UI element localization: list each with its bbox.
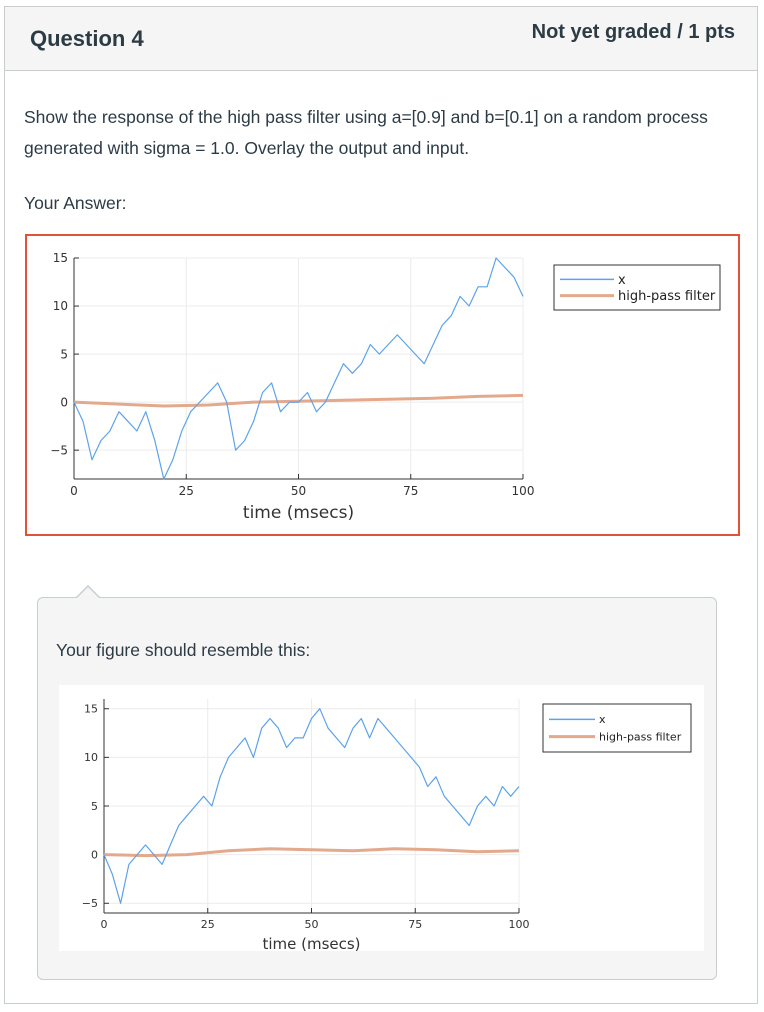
x-tick-label: 100 (509, 918, 530, 931)
question-header: Question 4 Not yet graded / 1 pts (5, 7, 757, 71)
question-title: Question 4 (30, 26, 144, 51)
series-line-x (103, 708, 520, 904)
y-tick-label: 10 (84, 751, 98, 764)
x-tick-label: 25 (201, 918, 215, 931)
y-tick-label: −5 (50, 443, 68, 457)
answer-box: 0 25 50 75 100 15 10 5 0 −5 time (msecs) x high-pass… (25, 234, 740, 536)
x-tick-label: 100 (512, 484, 535, 498)
y-tick-label: 10 (53, 299, 68, 313)
y-tick-label: 15 (53, 251, 68, 265)
y-tick-label: 0 (91, 848, 98, 861)
series-line-high-pass-filter (103, 847, 520, 858)
answer-label: Your Answer: (24, 193, 127, 213)
legend-label: x (618, 273, 626, 288)
x-tick-label: 0 (101, 918, 108, 931)
comment-text: Your figure should resemble this: (56, 640, 311, 660)
y-tick-label: 0 (60, 395, 68, 409)
x-tick-label: 25 (179, 484, 194, 498)
y-tick-label: 5 (60, 347, 68, 361)
x-axis-label: time (msecs) (243, 503, 354, 523)
legend: x high-pass filter (542, 703, 692, 753)
reference-figure: 0 25 50 75 100 15 10 5 0 −5 time (msecs) x high-pass… (59, 685, 704, 953)
x-tick-label: 0 (70, 484, 78, 498)
y-tick-label: 15 (84, 703, 98, 716)
series-line-high-pass-filter (73, 393, 524, 408)
x-tick-label: 50 (291, 484, 306, 498)
y-tick-label: 5 (91, 800, 98, 813)
y-tick-label: −5 (82, 897, 98, 910)
x-axis-label: time (msecs) (262, 935, 360, 951)
question-prompt: Show the response of the high pass filte… (24, 107, 708, 158)
x-tick-label: 50 (305, 918, 319, 931)
x-tick-label: 75 (403, 484, 418, 498)
grade-status: Not yet graded / 1 pts (531, 21, 735, 43)
legend-label: high-pass filter (618, 289, 716, 304)
x-tick-label: 75 (408, 918, 422, 931)
series-line-x (73, 257, 524, 480)
legend-label: high-pass filter (599, 730, 682, 743)
legend-label: x (599, 713, 606, 726)
